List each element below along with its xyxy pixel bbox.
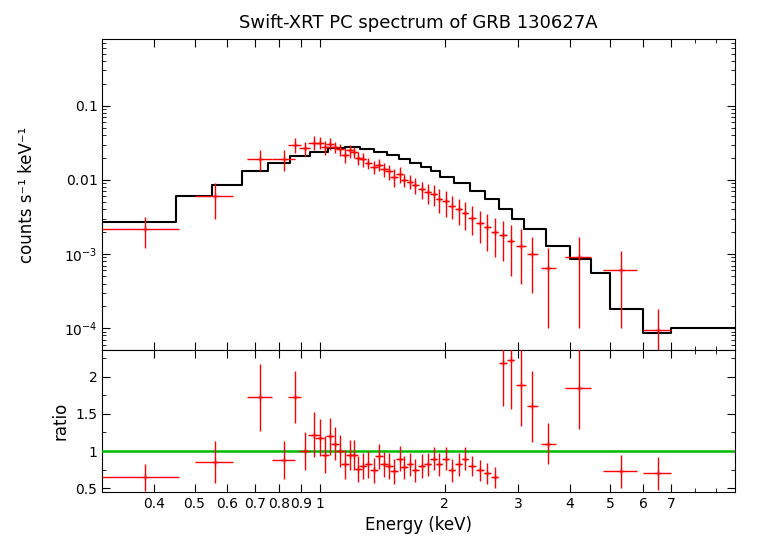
Y-axis label: counts s⁻¹ keV⁻¹: counts s⁻¹ keV⁻¹ bbox=[18, 127, 36, 263]
Title: Swift-XRT PC spectrum of GRB 130627A: Swift-XRT PC spectrum of GRB 130627A bbox=[240, 14, 598, 32]
X-axis label: Energy (keV): Energy (keV) bbox=[365, 517, 472, 534]
Y-axis label: ratio: ratio bbox=[52, 402, 70, 440]
